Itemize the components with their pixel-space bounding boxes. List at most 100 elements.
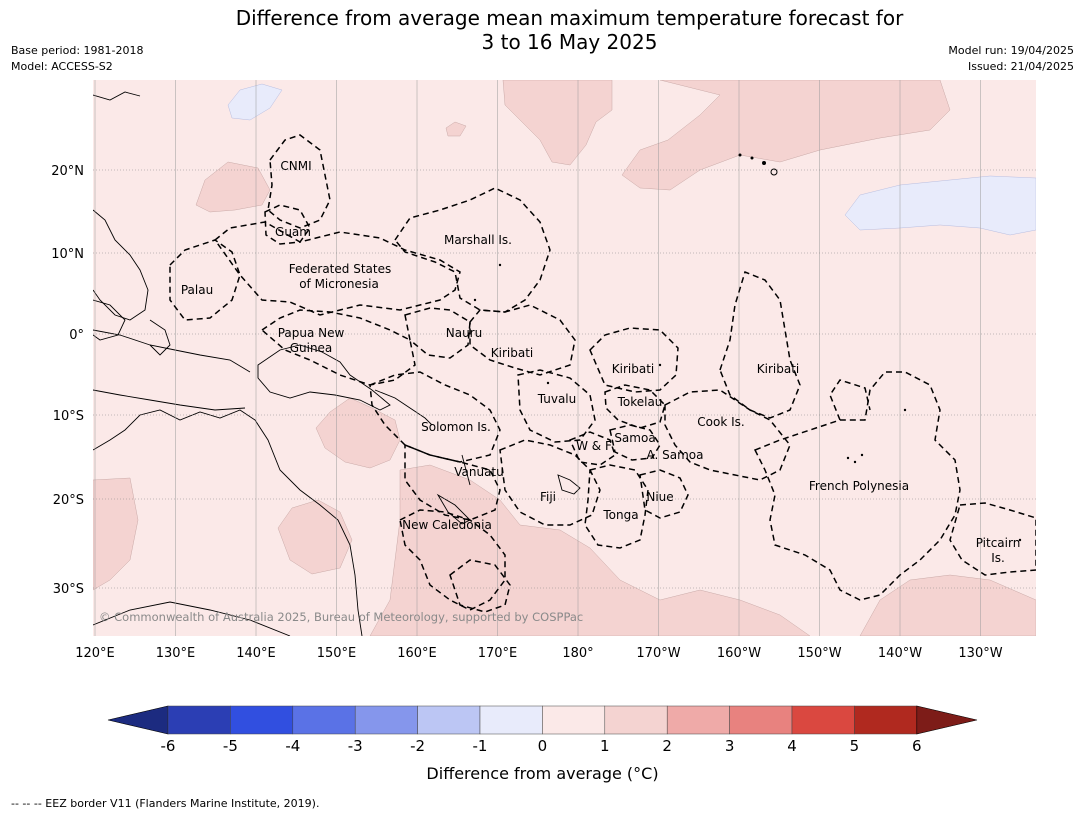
new-guinea-coast <box>257 344 391 411</box>
colorbar-segment <box>479 705 543 735</box>
title-line-2: 3 to 16 May 2025 <box>481 30 658 54</box>
longitude-label: 120°E <box>75 646 115 661</box>
colorbar-segment <box>729 705 793 735</box>
label-palau: Palau <box>181 283 213 297</box>
colorbar-tick-label: -2 <box>410 737 426 755</box>
colorbar-tick-label: 4 <box>787 737 797 755</box>
island-dot <box>473 298 477 302</box>
eez-marshall <box>394 187 551 313</box>
island-dot <box>498 263 502 267</box>
latitude-label: 10°N <box>51 247 84 262</box>
island-dot <box>738 153 742 157</box>
eez-phoenix <box>829 379 871 421</box>
colorbar-label: Difference from average (°C) <box>426 764 659 783</box>
vanuatu-coast <box>461 454 471 486</box>
eez-fiji <box>499 439 601 526</box>
colorbar-tick-label: 1 <box>600 737 610 755</box>
colorbar-segment <box>417 705 481 735</box>
eez-micronesia <box>213 221 461 316</box>
copyright-notice: © Commonwealth of Australia 2025, Bureau… <box>99 610 583 624</box>
label-french-polynesia: French Polynesia <box>809 479 909 493</box>
colorbar-segment <box>354 705 418 735</box>
eez-footnote: -- -- -- EEZ border V11 (Flanders Marine… <box>11 797 320 810</box>
borneo-coast <box>93 299 126 341</box>
island-dot <box>546 381 550 385</box>
latitude-label: 20°S <box>53 493 84 508</box>
longitude-label: 170°E <box>478 646 518 661</box>
island-dot <box>750 156 754 160</box>
label-pitcairn-1: Pitcairn <box>976 536 1021 550</box>
label-samoa: Samoa <box>614 431 655 445</box>
meta-right: Model run: 19/04/2025 Issued: 21/04/2025 <box>948 43 1074 75</box>
eez-png <box>260 309 416 386</box>
longitude-label: 130°W <box>958 646 1002 661</box>
indonesia-coast <box>93 329 251 411</box>
colorbar-segment <box>791 705 855 735</box>
anomaly-patch-queensland <box>277 499 353 575</box>
longitude-label: 130°E <box>156 646 196 661</box>
label-tuvalu: Tuvalu <box>537 392 577 406</box>
eez-cook <box>664 389 791 481</box>
eez-tonga <box>584 464 649 549</box>
cool-patch-north <box>227 83 283 121</box>
longitude-label: 140°W <box>878 646 922 661</box>
longitude-label: 180° <box>562 646 593 661</box>
colorbar-tick-label: -1 <box>472 737 488 755</box>
eez-samoa <box>609 424 661 461</box>
colorbar-tick-label: 3 <box>724 737 735 755</box>
australia-south-coast <box>93 601 291 636</box>
label-niue: Niue <box>646 490 673 504</box>
island-dot <box>853 460 857 464</box>
anomaly-patch-north-central <box>502 80 613 166</box>
colorbar-extend-high <box>916 705 978 735</box>
label-kiribati-central: Kiribati <box>612 362 654 376</box>
longitude-label: 150°W <box>797 646 841 661</box>
longitude-labels: 120°E 130°E 140°E 150°E 160°E 170°E 180° 170°W 1… <box>75 646 1002 661</box>
colorbar-segment <box>542 705 606 735</box>
island-dot <box>860 453 864 457</box>
longitude-label: 150°E <box>317 646 357 661</box>
island-dot <box>658 363 662 367</box>
new-caledonia-coast <box>436 493 471 525</box>
anomaly-patch-west-australia <box>93 477 139 591</box>
colorbar-segment <box>854 705 918 735</box>
eez-norfolk <box>449 559 511 613</box>
label-fsm-2: of Micronesia <box>299 277 379 291</box>
eez-vanuatu <box>404 443 501 521</box>
anomaly-patch-small <box>445 121 467 137</box>
eez-palau <box>169 239 241 321</box>
fiji-coast <box>557 474 581 495</box>
eez-tuvalu <box>517 369 596 443</box>
label-cook: Cook Is. <box>697 415 744 429</box>
label-marshall: Marshall Is. <box>444 233 512 247</box>
island-dot <box>846 456 850 460</box>
latitude-label: 30°S <box>53 582 84 597</box>
eez-kiribati-central <box>589 327 679 393</box>
region-labels: CNMI Guam Marshall Is. Palau Federated S… <box>181 159 1020 565</box>
philippines-coast <box>93 209 149 321</box>
eez-solomon <box>369 371 501 463</box>
colorbar-tick-label: 6 <box>912 737 922 755</box>
colorbar-tick-label: -3 <box>347 737 363 755</box>
eez-tokelau <box>604 384 666 429</box>
colorbar-tick-label: 0 <box>537 737 548 755</box>
longitude-label: 170°W <box>636 646 680 661</box>
label-nauru: Nauru <box>446 326 482 340</box>
latitude-label: 20°N <box>51 164 84 179</box>
gridlines <box>93 80 1036 636</box>
anomaly-patch-southeast <box>859 574 1036 636</box>
island-dot <box>762 161 766 165</box>
eez-kiribati-east <box>719 270 801 419</box>
island-dot <box>903 408 907 412</box>
label-guam: Guam <box>275 225 311 239</box>
label-wallis-futuna: W & F <box>576 439 612 453</box>
latitude-label: 0° <box>69 328 84 343</box>
solomon-coast <box>374 389 433 426</box>
model-name: Model: ACCESS-S2 <box>11 60 113 73</box>
eez-pitcairn <box>949 502 1036 576</box>
eez-niue <box>639 469 689 519</box>
australia-coast <box>93 409 363 636</box>
island-dot <box>770 168 778 176</box>
label-tokelau: Tokelau <box>617 395 663 409</box>
